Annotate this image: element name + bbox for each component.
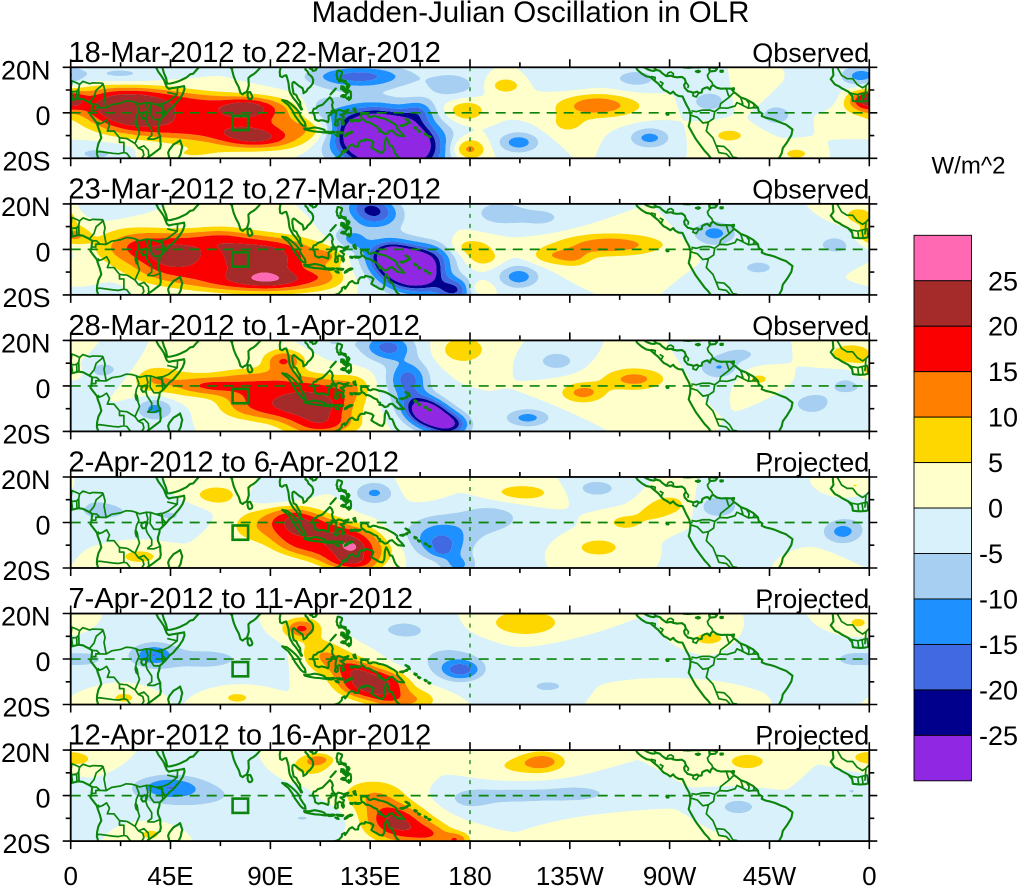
svg-text:20S: 20S xyxy=(2,146,50,176)
svg-text:0: 0 xyxy=(35,511,50,541)
svg-text:20S: 20S xyxy=(2,419,50,449)
svg-text:12-Apr-2012 to 16-Apr-2012: 12-Apr-2012 to 16-Apr-2012 xyxy=(69,720,432,752)
svg-text:0: 0 xyxy=(35,374,50,404)
svg-text:20N: 20N xyxy=(1,738,51,768)
svg-text:20S: 20S xyxy=(2,693,50,723)
svg-text:180: 180 xyxy=(448,861,491,887)
svg-text:-5: -5 xyxy=(979,539,1003,569)
svg-text:Projected: Projected xyxy=(755,721,869,751)
svg-text:28-Mar-2012 to 1-Apr-2012: 28-Mar-2012 to 1-Apr-2012 xyxy=(69,310,420,342)
svg-text:Madden-Julian Oscillation in O: Madden-Julian Oscillation in OLR xyxy=(312,0,750,29)
svg-text:Observed: Observed xyxy=(752,38,869,68)
svg-text:18-Mar-2012 to 22-Mar-2012: 18-Mar-2012 to 22-Mar-2012 xyxy=(69,37,441,69)
svg-text:Observed: Observed xyxy=(752,174,869,204)
svg-text:45E: 45E xyxy=(147,861,193,887)
svg-text:20S: 20S xyxy=(2,556,50,586)
svg-text:25: 25 xyxy=(988,266,1018,296)
svg-text:0: 0 xyxy=(988,494,1003,524)
svg-text:15: 15 xyxy=(988,357,1018,387)
svg-text:0: 0 xyxy=(35,647,50,677)
svg-text:90W: 90W xyxy=(643,861,697,887)
svg-text:20N: 20N xyxy=(1,465,51,495)
svg-text:-25: -25 xyxy=(979,721,1018,751)
svg-text:Projected: Projected xyxy=(755,584,869,614)
svg-text:23-Mar-2012 to 27-Mar-2012: 23-Mar-2012 to 27-Mar-2012 xyxy=(69,173,441,205)
svg-text:W/m^2: W/m^2 xyxy=(932,153,1006,180)
svg-text:0: 0 xyxy=(63,861,77,887)
svg-text:90E: 90E xyxy=(247,861,293,887)
svg-text:45W: 45W xyxy=(743,861,797,887)
svg-text:-15: -15 xyxy=(979,630,1018,660)
svg-text:7-Apr-2012 to 11-Apr-2012: 7-Apr-2012 to 11-Apr-2012 xyxy=(69,583,413,615)
svg-text:135E: 135E xyxy=(340,861,401,887)
svg-text:20N: 20N xyxy=(1,328,51,358)
svg-text:Projected: Projected xyxy=(755,448,869,478)
svg-text:20S: 20S xyxy=(2,829,50,859)
svg-text:20N: 20N xyxy=(1,55,51,85)
svg-text:0: 0 xyxy=(862,861,876,887)
svg-text:20S: 20S xyxy=(2,283,50,313)
svg-text:2-Apr-2012 to 6-Apr-2012: 2-Apr-2012 to 6-Apr-2012 xyxy=(69,447,399,479)
svg-text:0: 0 xyxy=(35,237,50,267)
svg-text:20N: 20N xyxy=(1,602,51,632)
svg-text:20N: 20N xyxy=(1,192,51,222)
svg-text:135W: 135W xyxy=(536,861,604,887)
svg-text:10: 10 xyxy=(988,403,1018,433)
svg-text:Observed: Observed xyxy=(752,311,869,341)
svg-text:20: 20 xyxy=(988,312,1018,342)
svg-text:-20: -20 xyxy=(979,675,1018,705)
svg-text:0: 0 xyxy=(35,784,50,814)
svg-text:-10: -10 xyxy=(979,585,1018,615)
svg-text:0: 0 xyxy=(35,101,50,131)
svg-text:5: 5 xyxy=(988,448,1003,478)
